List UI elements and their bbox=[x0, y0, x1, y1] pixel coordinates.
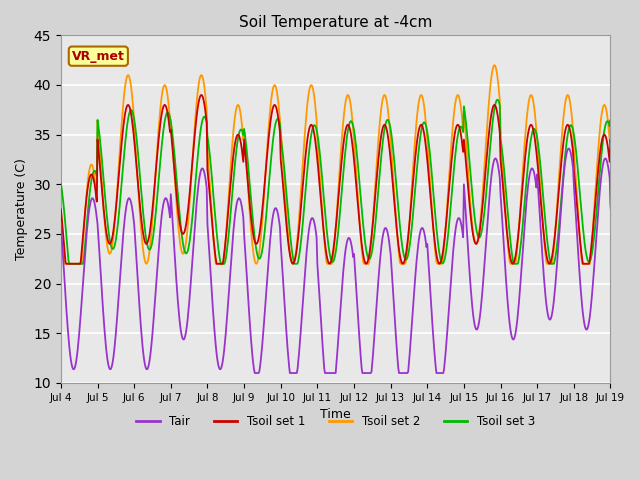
Text: VR_met: VR_met bbox=[72, 49, 125, 63]
Title: Soil Temperature at -4cm: Soil Temperature at -4cm bbox=[239, 15, 433, 30]
Y-axis label: Temperature (C): Temperature (C) bbox=[15, 158, 28, 260]
Legend: Tair, Tsoil set 1, Tsoil set 2, Tsoil set 3: Tair, Tsoil set 1, Tsoil set 2, Tsoil se… bbox=[131, 410, 540, 432]
X-axis label: Time: Time bbox=[320, 408, 351, 421]
